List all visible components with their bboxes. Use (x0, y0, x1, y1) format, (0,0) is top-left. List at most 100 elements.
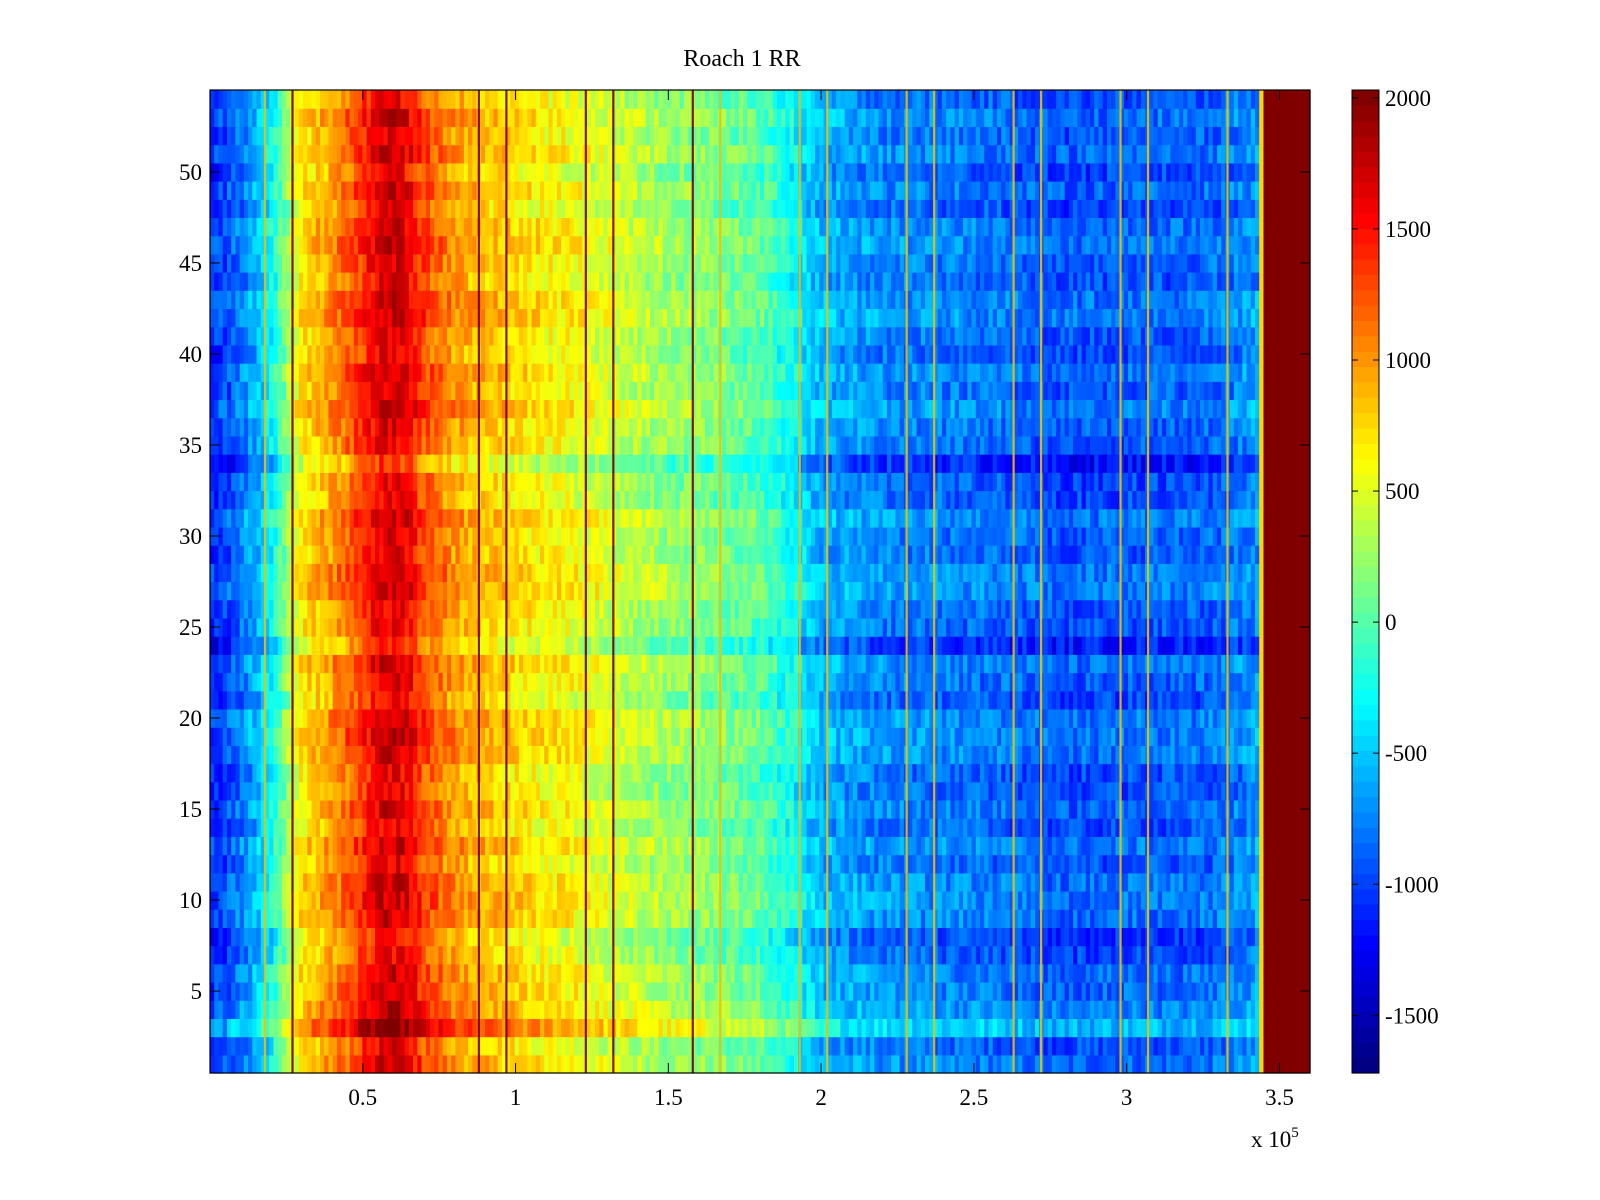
heatmap-cell (1149, 927, 1155, 947)
heatmap-cell (451, 909, 456, 928)
heatmap-cell (721, 1000, 727, 1019)
heatmap-cell (1259, 981, 1265, 1001)
heatmap-cell (531, 927, 537, 947)
heatmap-cell (975, 818, 981, 837)
heatmap-cell (1284, 945, 1290, 965)
heatmap-cell (324, 818, 330, 837)
heatmap-cell (565, 890, 571, 910)
heatmap-cell (1259, 836, 1265, 856)
heatmap-cell (688, 963, 693, 983)
heatmap-cell (561, 745, 566, 765)
heatmap-cell (895, 1018, 901, 1038)
heatmap-cell (628, 836, 634, 856)
heatmap-cell (1081, 927, 1087, 947)
heatmap-cell (1212, 1054, 1218, 1074)
heatmap-cell (383, 763, 389, 783)
heatmap-cell (518, 799, 524, 819)
heatmap-cell (493, 1036, 499, 1056)
heatmap-cell (870, 799, 875, 819)
heatmap-cell (328, 927, 334, 947)
heatmap-cell (455, 1018, 461, 1038)
heatmap-cell (518, 927, 524, 947)
heatmap-cell (920, 763, 926, 783)
heatmap-cell (379, 781, 385, 801)
heatmap-cell (1183, 818, 1188, 837)
heatmap-cell (840, 727, 846, 746)
heatmap-cell (315, 781, 321, 801)
heatmap-cell (362, 1018, 368, 1038)
heatmap-cell (510, 981, 516, 1001)
heatmap-cell (971, 818, 977, 837)
heatmap-cell (946, 1054, 951, 1074)
heatmap-cell (1051, 763, 1057, 783)
heatmap-cell (404, 745, 410, 765)
heatmap-cell (1018, 1054, 1023, 1074)
heatmap-cell (222, 1000, 228, 1019)
heatmap-cell (1098, 1054, 1104, 1074)
heatmap-cell (1140, 872, 1146, 892)
heatmap-cell (523, 945, 528, 965)
heatmap-cell (468, 781, 473, 801)
heatmap-cell (941, 799, 947, 819)
heatmap-cell (531, 945, 537, 965)
heatmap-cell (967, 1036, 973, 1056)
heatmap-cell (738, 818, 744, 837)
heatmap-cell (451, 836, 456, 856)
heatmap-cell (641, 1036, 647, 1056)
heatmap-cell (387, 1036, 393, 1056)
heatmap-cell (265, 836, 270, 856)
heatmap-cell (586, 1018, 592, 1038)
heatmap-cell (789, 836, 795, 856)
heatmap-cell (645, 1000, 651, 1019)
heatmap-cell (248, 799, 253, 819)
heatmap-cell (218, 1054, 224, 1074)
heatmap-cell (628, 945, 634, 965)
heatmap-cell (696, 963, 702, 983)
heatmap-cell (1030, 1000, 1036, 1019)
heatmap-cell (370, 945, 376, 965)
heatmap-cell (358, 1036, 363, 1056)
heatmap-cell (438, 1036, 444, 1056)
heatmap-cell (1123, 836, 1129, 856)
heatmap-cell (1009, 1054, 1015, 1074)
heatmap-cell (738, 799, 744, 819)
heatmap-cell (658, 799, 664, 819)
heatmap-cell (802, 872, 808, 892)
heatmap-cell (958, 981, 964, 1001)
heatmap-cell (1102, 1054, 1108, 1074)
heatmap-cell (963, 927, 968, 947)
heatmap-cell (548, 836, 554, 856)
heatmap-cell (1136, 872, 1142, 892)
heatmap-cell (793, 763, 799, 783)
heatmap-cell (726, 872, 731, 892)
heatmap-cell (1068, 1000, 1074, 1019)
heatmap-cell (607, 854, 613, 874)
heatmap-cell (988, 727, 994, 746)
heatmap-cell (527, 818, 533, 837)
heatmap-cell (827, 854, 833, 874)
heatmap-cell (971, 909, 977, 928)
heatmap-cell (1035, 727, 1040, 746)
heatmap-cell (937, 927, 943, 947)
heatmap-cell (1064, 1000, 1070, 1019)
heatmap-cell (379, 945, 385, 965)
heatmap-cell (311, 909, 317, 928)
heatmap-cell (1132, 1054, 1138, 1074)
heatmap-cell (738, 872, 744, 892)
heatmap-cell (294, 890, 300, 910)
heatmap-cell (353, 799, 359, 819)
heatmap-cell (840, 781, 846, 801)
heatmap-cell (679, 909, 685, 928)
heatmap-cell (396, 1000, 401, 1019)
heatmap-cell (764, 727, 770, 746)
heatmap-cell (552, 818, 558, 837)
heatmap-cell (518, 890, 524, 910)
heatmap-cell (878, 945, 884, 965)
heatmap-cell (472, 836, 478, 856)
heatmap-cell (899, 1054, 905, 1074)
heatmap-cell (1293, 872, 1298, 892)
heatmap-cell (332, 1018, 338, 1038)
heatmap-cell (1132, 727, 1138, 746)
heatmap-cell (1233, 1000, 1239, 1019)
heatmap-cell (248, 763, 253, 783)
